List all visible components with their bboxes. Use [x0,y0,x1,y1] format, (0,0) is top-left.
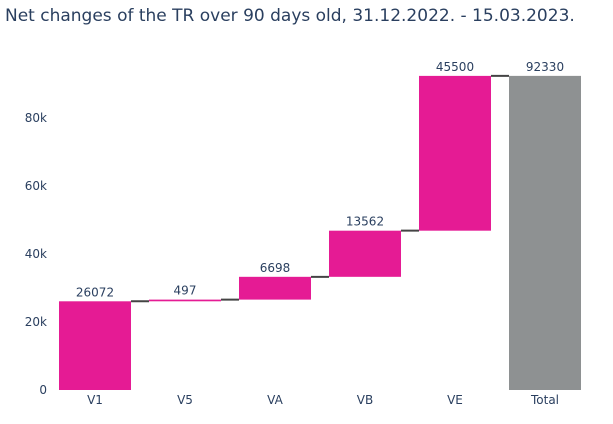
y-tick-label: 20k [25,315,47,329]
bar-ve[interactable] [419,75,491,231]
x-tick-label: V5 [177,393,193,407]
chart-title: Net changes of the TR over 90 days old, … [5,6,575,26]
x-tick-label: VE [447,393,463,407]
data-label: 45500 [436,60,474,74]
bar-v1[interactable] [59,301,131,390]
y-tick-label: 60k [25,179,47,193]
bar-vb[interactable] [329,230,401,277]
data-label: 26072 [76,285,114,299]
x-tick-label: VB [357,393,373,407]
x-tick-label: V1 [87,393,103,407]
bar-va[interactable] [239,276,311,300]
x-tick-label: Total [530,393,559,407]
data-label: 92330 [526,60,564,74]
bar-v5[interactable] [149,299,221,302]
x-tick-label: VA [267,393,283,407]
data-label: 13562 [346,215,384,229]
bar-total[interactable] [509,75,581,390]
y-tick-label: 0 [39,383,47,397]
y-tick-label: 40k [25,247,47,261]
y-tick-label: 80k [25,111,47,125]
data-label: 497 [174,284,197,298]
data-label: 6698 [260,261,291,275]
